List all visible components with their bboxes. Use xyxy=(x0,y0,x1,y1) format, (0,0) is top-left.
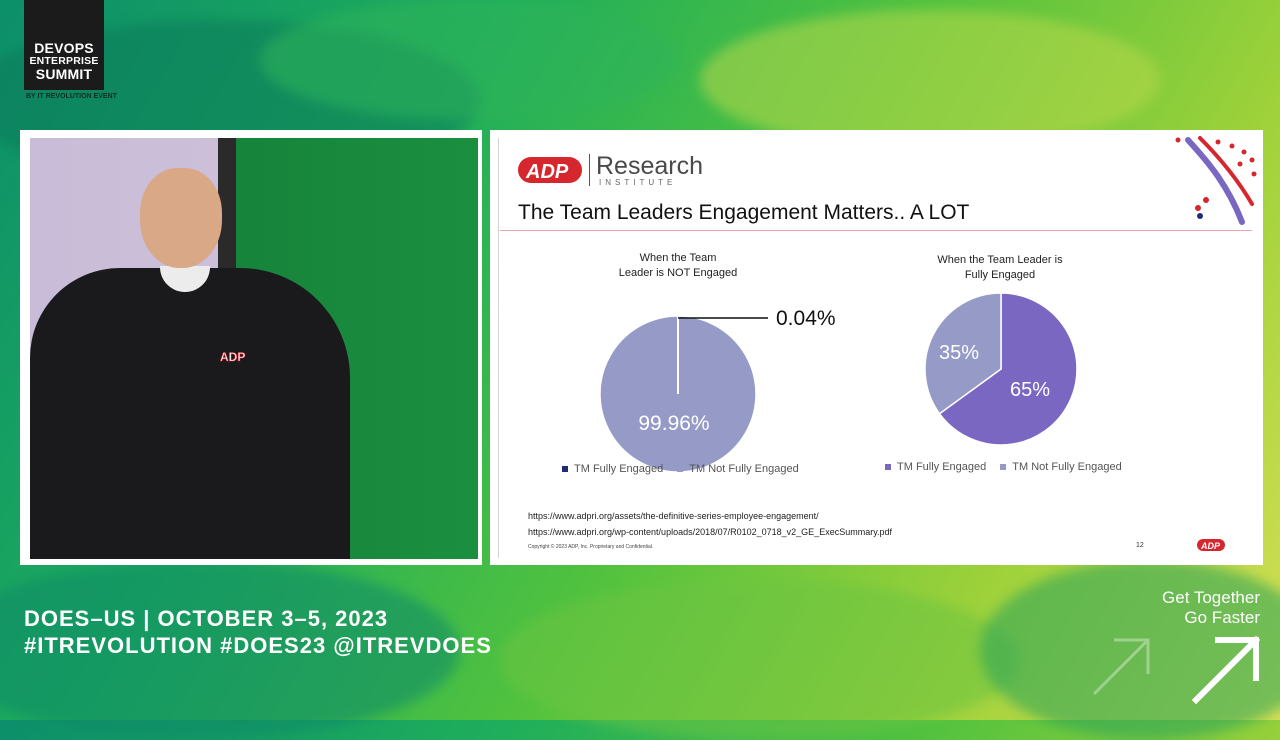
pie-data-label: 65% xyxy=(1010,379,1050,401)
institute-wordmark: INSTITUTE xyxy=(599,178,676,187)
pie-chart-not-engaged: 99.96% xyxy=(598,314,758,474)
legend-swatch xyxy=(562,466,568,472)
arrow-up-right-icon xyxy=(1188,632,1264,708)
pie2-title-line1: When the Team Leader is xyxy=(916,253,1084,268)
pie2-title-line2: Fully Engaged xyxy=(916,268,1084,283)
presentation-slide: ADP Research INSTITUTE The Team Leaders … xyxy=(490,130,1263,565)
slide-title: The Team Leaders Engagement Matters.. A … xyxy=(518,201,969,225)
legend-swatch xyxy=(1000,464,1006,470)
tagline: Get Together Go Faster xyxy=(1162,588,1260,628)
source-link-2[interactable]: https://www.adpri.org/wp-content/uploads… xyxy=(528,527,892,537)
adp-logo-icon: ADP xyxy=(518,154,582,186)
pie2-legend-label: TM Fully Engaged xyxy=(897,461,986,473)
tagline-line1: Get Together xyxy=(1162,588,1260,608)
speaker-video-panel: ADP xyxy=(20,130,482,565)
speaker-video: ADP xyxy=(30,138,478,559)
devops-summit-logo: DEVOPS ENTERPRISE SUMMIT xyxy=(24,0,104,90)
faint-arrow-icon xyxy=(1086,632,1156,702)
pie1-title-line1: When the Team xyxy=(608,251,748,266)
pie1-legend-item: TM Not Fully Engaged xyxy=(677,463,798,475)
svg-text:ADP: ADP xyxy=(525,161,569,183)
pie1-callout: 0.04% xyxy=(676,304,856,336)
svg-text:ADP: ADP xyxy=(1200,541,1221,551)
pie2-legend-item: TM Not Fully Engaged xyxy=(1000,461,1121,473)
pie1-legend-item: TM Fully Engaged xyxy=(562,463,663,475)
decorative-swoosh-icon xyxy=(1170,134,1260,226)
pie-data-label: 99.96% xyxy=(638,412,709,435)
page-number: 12 xyxy=(1136,542,1144,549)
logo-line-summit: SUMMIT xyxy=(24,68,104,81)
pie-chart-fully-engaged: 65% 35% xyxy=(923,291,1079,447)
legend-swatch xyxy=(677,466,683,472)
title-rule xyxy=(500,230,1252,231)
speaker-head xyxy=(140,168,222,268)
it-revolution-byline: BY IT REVOLUTION EVENT xyxy=(26,93,117,100)
event-dates: DOES–US | OCTOBER 3–5, 2023 xyxy=(24,606,388,632)
research-wordmark: Research xyxy=(596,153,703,179)
pie1-legend-label: TM Not Fully Engaged xyxy=(689,463,798,475)
pie1-legend: TM Fully Engaged TM Not Fully Engaged xyxy=(562,463,799,475)
slide-left-border xyxy=(498,138,499,558)
pie2-legend-item: TM Fully Engaged xyxy=(885,461,986,473)
pie2-legend: TM Fully Engaged TM Not Fully Engaged xyxy=(885,461,1122,473)
pie1-callout-label: 0.04% xyxy=(776,307,836,330)
tagline-line2: Go Faster xyxy=(1162,608,1260,628)
logo-line-devops: DEVOPS xyxy=(24,42,104,55)
pie2-title: When the Team Leader is Fully Engaged xyxy=(916,253,1084,283)
event-hashtags: #ITREVOLUTION #DOES23 @ITREVDOES xyxy=(24,633,492,659)
legend-swatch xyxy=(885,464,891,470)
speaker-shirt xyxy=(30,268,350,559)
pie2-legend-label: TM Not Fully Engaged xyxy=(1012,461,1121,473)
copyright-text: Copyright © 2023 ADP, Inc. Proprietary a… xyxy=(528,544,653,550)
svg-text:ADP: ADP xyxy=(220,350,245,364)
logo-divider xyxy=(589,154,590,186)
adp-shirt-logo-icon: ADP xyxy=(218,348,254,366)
pie1-legend-label: TM Fully Engaged xyxy=(574,463,663,475)
pie-data-label: 35% xyxy=(939,342,979,364)
pie1-title: When the Team Leader is NOT Engaged xyxy=(608,251,748,281)
pie1-title-line2: Leader is NOT Engaged xyxy=(608,266,748,281)
source-link-1[interactable]: https://www.adpri.org/assets/the-definit… xyxy=(528,511,819,521)
adp-footer-logo-icon: ADP xyxy=(1197,538,1225,552)
